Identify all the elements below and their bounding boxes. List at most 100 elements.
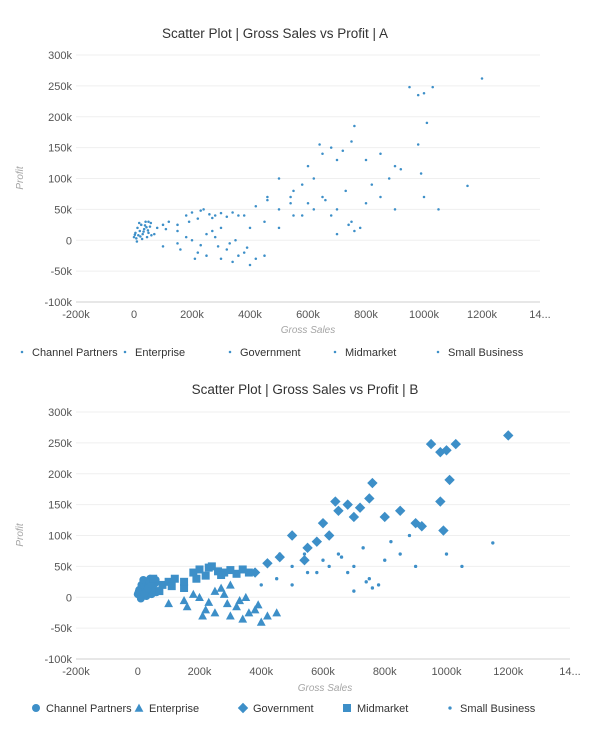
- small-business-point: [370, 183, 374, 186]
- government-point: [416, 521, 427, 532]
- small-business-point: [305, 570, 310, 575]
- midmarket-point: [225, 215, 229, 219]
- government-point: [394, 505, 406, 516]
- enterprise-point: [164, 599, 174, 608]
- chart-a-y-ticks: -100k -50k 0 50k 100k 150k 200k 250k 300k: [44, 50, 72, 309]
- enterprise-point: [199, 243, 202, 247]
- enterprise-point: [219, 226, 223, 230]
- government-point: [441, 445, 452, 456]
- government-point: [425, 121, 429, 125]
- channel-partners-point: [142, 227, 146, 231]
- government-point: [318, 143, 321, 146]
- legend-label-channel-partners: Channel Partners: [46, 703, 132, 715]
- enterprise-point: [222, 599, 232, 608]
- small-business-point: [278, 552, 282, 556]
- small-business-point: [266, 195, 269, 199]
- small-business-point: [335, 208, 339, 211]
- midmarket-point: [202, 208, 205, 211]
- y-tick-label: 300k: [48, 407, 72, 419]
- small-business-point: [277, 226, 281, 230]
- small-business-point: [277, 208, 281, 211]
- channel-partners-point: [146, 229, 150, 232]
- legend-marker-small-business: [436, 350, 440, 354]
- government-point: [299, 555, 310, 566]
- government-point: [354, 502, 366, 513]
- enterprise-point: [216, 245, 220, 248]
- x-tick-label: 800k: [354, 309, 378, 321]
- legend-marker-midmarket: [343, 704, 351, 712]
- government-point: [353, 124, 356, 128]
- enterprise-point: [256, 617, 266, 626]
- legend-label-government: Government: [240, 347, 301, 359]
- chart-b-x-axis-title: Gross Sales: [298, 683, 352, 694]
- government-point: [435, 496, 446, 507]
- enterprise-point: [210, 608, 220, 617]
- x-tick-label: 800k: [373, 666, 397, 678]
- y-tick-label: 0: [66, 592, 72, 604]
- government-point: [431, 85, 434, 89]
- channel-partners-point: [141, 232, 144, 236]
- government-point: [277, 177, 281, 180]
- government-point: [364, 158, 368, 162]
- y-tick-label: 0: [66, 235, 72, 247]
- midmarket-point: [232, 569, 241, 578]
- small-business-point: [364, 201, 368, 205]
- midmarket-point: [231, 211, 234, 214]
- small-business-point: [358, 226, 362, 230]
- channel-partners-point: [137, 234, 140, 237]
- government-point: [379, 152, 382, 156]
- y-tick-label: 200k: [48, 469, 72, 481]
- channel-partners-point: [135, 237, 138, 240]
- government-point: [419, 172, 423, 175]
- chart-b: Scatter Plot | Gross Sales vs Profit | B…: [15, 382, 581, 715]
- midmarket-point: [226, 566, 235, 575]
- small-business-point: [275, 577, 279, 581]
- chart-b-legend: Channel Partners Enterprise Government Midm…: [32, 702, 536, 715]
- midmarket-point: [164, 577, 173, 586]
- channel-partners-point: [138, 229, 142, 233]
- channel-partners-point: [148, 225, 152, 228]
- enterprise-point: [213, 235, 217, 239]
- y-tick-label: -100k: [44, 297, 72, 309]
- channel-partners-point: [147, 231, 150, 235]
- x-tick-label: 14...: [529, 309, 550, 321]
- small-business-point: [347, 223, 350, 227]
- government-point: [335, 158, 339, 162]
- midmarket-point: [204, 563, 213, 572]
- y-tick-label: 100k: [48, 531, 72, 543]
- y-tick-label: 300k: [48, 50, 72, 62]
- channel-partners-point: [139, 575, 148, 584]
- channel-partners-point: [136, 226, 139, 230]
- enterprise-point: [196, 251, 200, 254]
- small-business-point: [315, 570, 319, 575]
- small-business-point: [290, 564, 294, 569]
- midmarket-point: [176, 223, 179, 227]
- chart-a-title: Scatter Plot | Gross Sales vs Profit | A: [162, 26, 388, 41]
- small-business-point: [383, 558, 387, 562]
- chart-b-points: [133, 430, 514, 626]
- government-point: [292, 189, 295, 193]
- enterprise-point: [225, 248, 229, 251]
- channel-partners-point: [132, 235, 136, 239]
- midmarket-point: [237, 214, 240, 217]
- government-point: [416, 93, 420, 97]
- small-business-point: [259, 583, 263, 587]
- y-tick-label: 150k: [48, 143, 72, 155]
- legend-label-enterprise: Enterprise: [135, 347, 185, 359]
- small-business-point: [321, 195, 324, 199]
- government-point: [342, 499, 353, 510]
- midmarket-point: [149, 574, 158, 583]
- midmarket-point: [196, 217, 200, 220]
- government-point: [480, 77, 484, 80]
- legend-label-small-business: Small Business: [460, 703, 536, 715]
- enterprise-point: [232, 602, 241, 611]
- enterprise-point: [241, 592, 251, 601]
- legend-label-government: Government: [253, 703, 314, 715]
- midmarket-point: [167, 220, 171, 223]
- enterprise-point: [219, 589, 229, 598]
- legend-marker-enterprise: [134, 703, 144, 712]
- enterprise-point: [238, 614, 248, 623]
- channel-partners-point: [149, 221, 153, 225]
- legend-label-channel-partners: Channel Partners: [32, 347, 118, 359]
- y-tick-label: 250k: [48, 438, 72, 450]
